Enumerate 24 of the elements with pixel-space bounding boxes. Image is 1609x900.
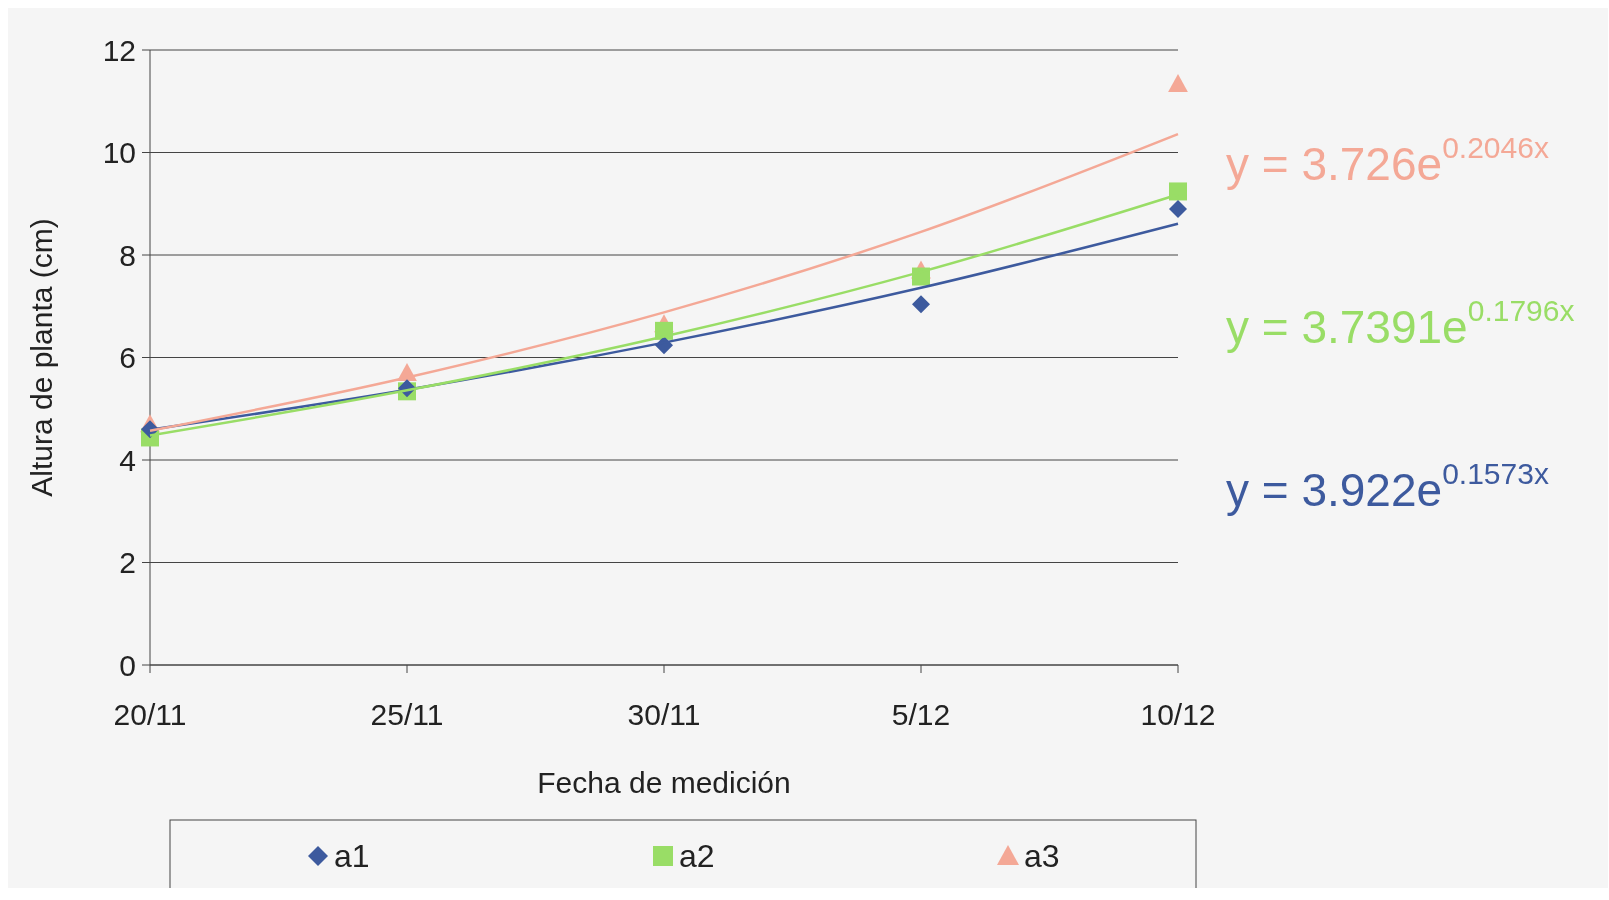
y-tick-label: 4 [119, 443, 136, 477]
point [1169, 182, 1187, 201]
y-tick-label: 8 [119, 238, 136, 272]
x-tick-label: 10/12 [1140, 698, 1216, 731]
y-tick-label: 10 [102, 136, 136, 169]
legend-label: a2 [679, 838, 715, 875]
text: y = 3.7391e$^{0.1796x}$ [1226, 293, 1575, 353]
y-axis-title: Altura de planta (cm) [25, 218, 58, 497]
y-tick-label: 2 [119, 546, 136, 579]
point [912, 295, 930, 314]
text: y = 3.922e$^{0.1573x}$ [1226, 456, 1549, 516]
y-tick-label: 0 [119, 648, 136, 682]
x-tick-label: 5/12 [891, 698, 951, 731]
point [1168, 73, 1188, 92]
x-tick-label: 30/11 [627, 698, 701, 731]
y-tick-label: 12 [102, 33, 136, 67]
legend-label: a1 [334, 838, 370, 875]
x-tick-label: 25/11 [370, 698, 444, 731]
point [1169, 199, 1187, 218]
x-tick-label: 20/11 [113, 698, 187, 731]
text: y = 3.726e$^{0.2046x}$ [1226, 130, 1549, 190]
legend-label: a3 [1024, 838, 1060, 875]
x-axis-title: Fecha de medición [537, 766, 791, 799]
y-tick-label: 6 [119, 341, 136, 374]
